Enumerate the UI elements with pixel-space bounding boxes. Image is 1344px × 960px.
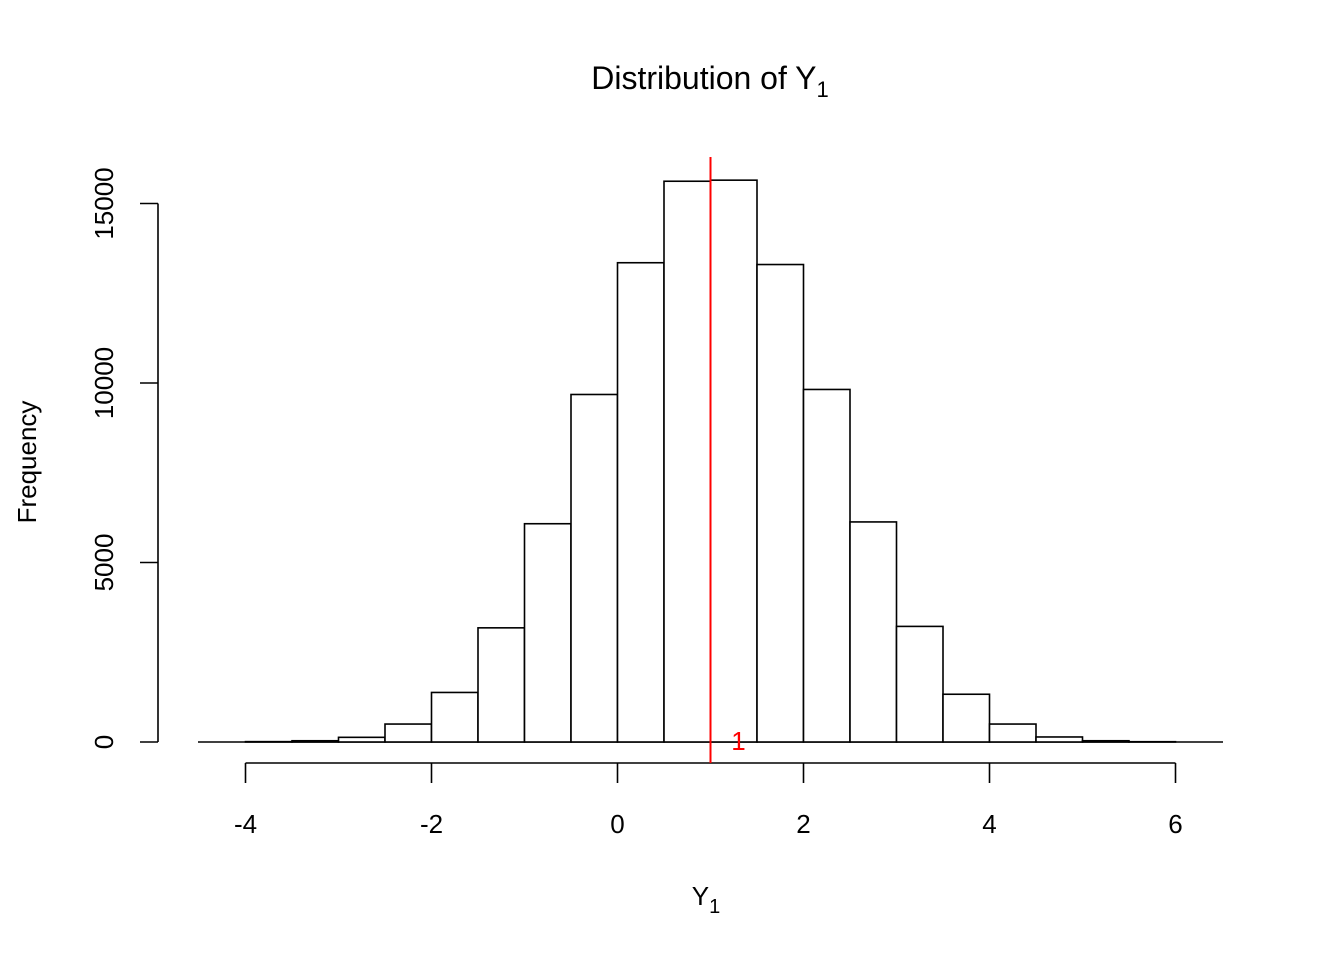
x-axis-label-subscript: 1 (709, 896, 720, 918)
x-axis-label-main: Y (692, 881, 709, 911)
histogram-bar (663, 180, 712, 743)
histogram-bar (709, 179, 758, 743)
histogram-bar (802, 388, 851, 743)
reference-line-group: 1 (709, 157, 746, 763)
y-tick-label: 0 (89, 735, 119, 749)
histogram-bar (1081, 739, 1130, 743)
y-axis-label: Frequency (12, 401, 42, 524)
histogram-bar (988, 723, 1037, 743)
x-tick-label: -2 (420, 809, 443, 839)
histogram-bar (895, 625, 944, 743)
histogram-bar (616, 261, 665, 743)
x-tick-label: -4 (234, 809, 257, 839)
chart-title-main: Distribution of Y (591, 60, 816, 96)
histogram-bar (384, 723, 433, 743)
x-tick-label: 6 (1168, 809, 1182, 839)
histogram-bar (756, 263, 805, 743)
histogram-bar (942, 693, 991, 743)
histogram-bar (430, 691, 479, 743)
y-axis: 0 5000 10000 15000 (89, 167, 159, 749)
histogram-bar (523, 522, 572, 743)
x-axis: -4 -2 0 2 4 6 (234, 762, 1183, 839)
x-tick-label: 4 (982, 809, 996, 839)
histogram-bar (337, 736, 386, 743)
histogram-bar (849, 521, 898, 743)
y-tick-label: 10000 (89, 347, 119, 419)
x-tick-label: 0 (610, 809, 624, 839)
histogram-bar (570, 393, 619, 743)
chart-title-subscript: 1 (817, 77, 829, 102)
histogram-bar (1035, 736, 1084, 743)
x-tick-label: 2 (796, 809, 810, 839)
y-tick-label: 5000 (89, 534, 119, 592)
chart-title: Distribution of Y1 (591, 60, 829, 102)
reference-line-label: 1 (731, 726, 745, 756)
histogram-bar (291, 739, 340, 743)
histogram-bars (244, 179, 1177, 743)
y-tick-label: 15000 (89, 167, 119, 239)
histogram-bar (477, 627, 526, 743)
x-axis-label: Y1 (692, 881, 720, 918)
